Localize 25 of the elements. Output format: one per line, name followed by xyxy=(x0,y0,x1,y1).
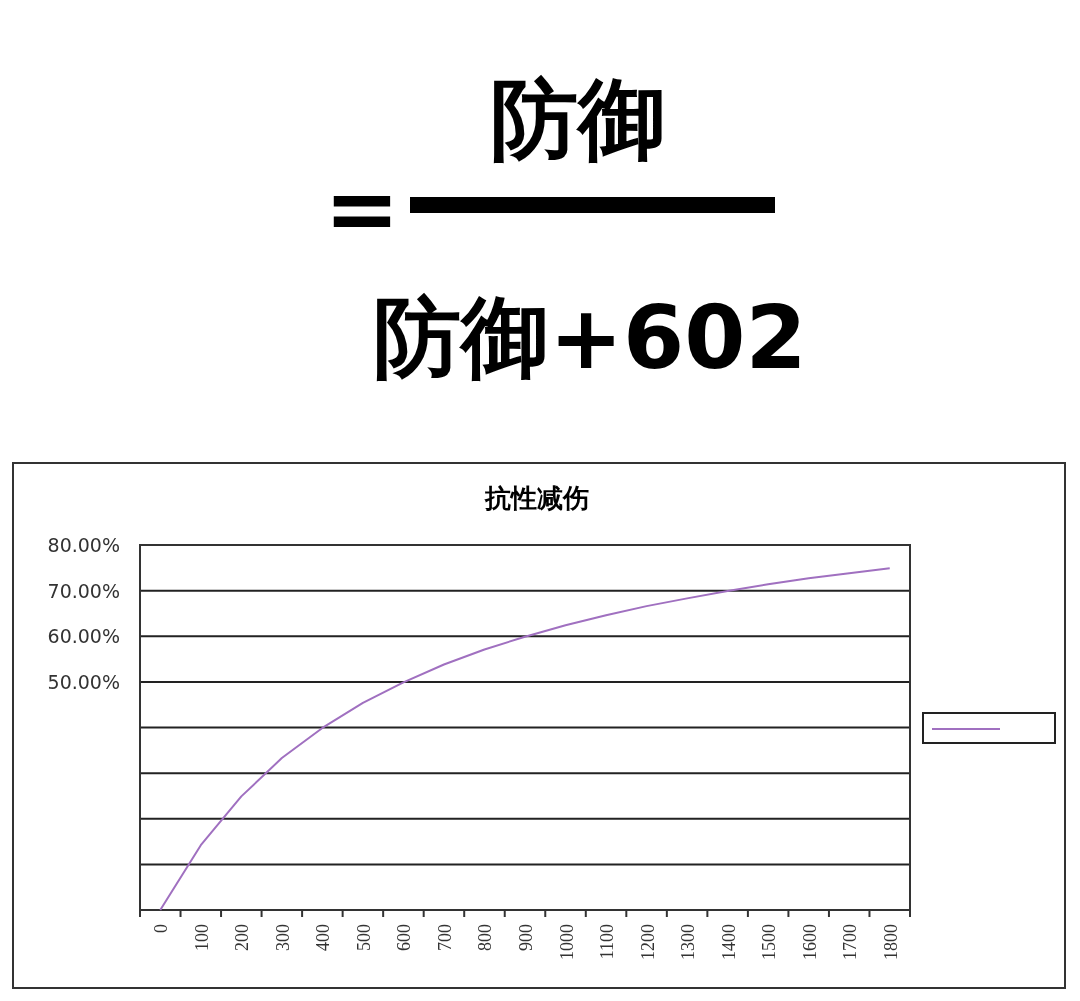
x-tick-label: 1600 xyxy=(799,924,820,960)
x-tick-label: 700 xyxy=(434,924,455,951)
x-tick-label: 500 xyxy=(353,924,374,951)
x-tick-label: 600 xyxy=(394,924,415,951)
x-tick-label: 400 xyxy=(313,924,334,951)
y-tick-label: 80.00% xyxy=(47,534,120,556)
line-series xyxy=(159,567,891,911)
x-tick-label: 800 xyxy=(475,924,496,951)
x-tick-label: 900 xyxy=(516,924,536,951)
x-tick-label: 1200 xyxy=(637,924,658,960)
x-tick-label: 1500 xyxy=(759,924,780,960)
y-tick-label: 50.00% xyxy=(47,670,120,693)
x-tick-label: 1700 xyxy=(840,924,861,960)
x-tick-label: 1100 xyxy=(597,924,618,960)
x-tick-label: 1400 xyxy=(718,924,739,960)
x-tick-label: 300 xyxy=(272,924,293,951)
y-tick-label: 60.00% xyxy=(47,625,120,648)
x-tick-label: 100 xyxy=(191,924,212,951)
x-tick-label: 200 xyxy=(232,924,253,951)
x-tick-label: 1000 xyxy=(556,924,577,960)
x-tick-label: 1800 xyxy=(880,924,901,960)
y-tick-label: 70.00% xyxy=(47,579,120,602)
x-tick-label: 1300 xyxy=(678,924,699,960)
chart-title: 抗性减伤 xyxy=(484,483,589,513)
x-tick-label: 0 xyxy=(151,924,172,933)
